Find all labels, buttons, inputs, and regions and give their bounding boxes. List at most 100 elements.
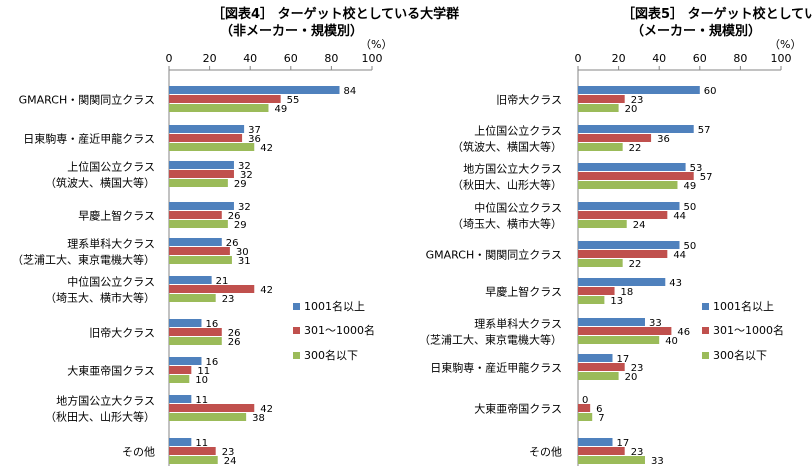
- data-label: 32: [238, 161, 251, 172]
- data-label: 23: [631, 447, 644, 458]
- x-tick-label: 20: [203, 52, 217, 65]
- x-tick-label: 60: [284, 52, 298, 65]
- data-label: 42: [260, 404, 273, 415]
- legend-swatch: [702, 352, 709, 359]
- data-label: 21: [216, 276, 229, 287]
- bar-s1001: [578, 278, 666, 286]
- data-label: 50: [684, 202, 697, 213]
- data-label: 17: [617, 354, 630, 365]
- category-label: （筑波大、横国大等）: [45, 176, 155, 190]
- bar-s301: [578, 95, 625, 103]
- x-tick-label: 80: [733, 52, 747, 65]
- chart-4: ［図表4］ ターゲット校としている大学群（非メーカー・規模別）（%） 0 20 40 6…: [12, 6, 459, 467]
- bar-s1001: [169, 86, 340, 94]
- axis-unit: （%）: [769, 38, 801, 51]
- category-label: 理系単科大クラス: [474, 317, 562, 331]
- bar-s1001: [169, 438, 192, 446]
- data-label: 50: [684, 241, 697, 252]
- bar-s300: [169, 413, 247, 421]
- bar-s300: [578, 220, 627, 228]
- legend-label: 301～1000名: [304, 323, 375, 337]
- bar-s300: [578, 413, 593, 421]
- legend-swatch: [702, 303, 709, 310]
- legend-swatch: [293, 352, 300, 359]
- data-label: 43: [669, 278, 682, 289]
- data-label: 20: [625, 104, 638, 115]
- category-label: 上位国公立クラス: [67, 160, 155, 174]
- bar-s300: [578, 143, 623, 151]
- data-label: 6: [596, 404, 602, 415]
- bar-s300: [169, 143, 255, 151]
- data-label: 22: [629, 259, 642, 270]
- data-label: 57: [700, 172, 713, 183]
- category-label: 早慶上智クラス: [78, 209, 155, 223]
- data-label: 30: [236, 247, 249, 258]
- bar-s301: [169, 211, 222, 219]
- data-label: 42: [260, 143, 273, 154]
- data-label: 24: [633, 220, 646, 231]
- legend-swatch: [293, 327, 300, 334]
- data-label: 31: [238, 256, 251, 267]
- category-label: 中位国公立クラス: [67, 275, 155, 289]
- bar-s301: [578, 404, 591, 412]
- category-label: 地方国公立大クラス: [56, 394, 155, 408]
- x-tick-label: 40: [243, 52, 257, 65]
- bar-s301: [169, 366, 192, 374]
- legend-label: 1001名以上: [713, 299, 774, 313]
- bar-s1001: [578, 202, 680, 210]
- category-label: 理系単科大クラス: [67, 237, 155, 251]
- data-label: 32: [238, 202, 251, 213]
- data-label: 38: [252, 413, 265, 424]
- data-label: 36: [657, 134, 670, 145]
- data-label: 40: [665, 336, 678, 347]
- category-label: 大東亜帝国クラス: [474, 402, 562, 416]
- data-label: 17: [617, 438, 630, 449]
- data-label: 36: [248, 134, 261, 145]
- category-label: 旧帝大クラス: [89, 326, 155, 340]
- data-label: 32: [240, 170, 253, 181]
- data-label: 13: [610, 296, 623, 307]
- bar-s1001: [169, 125, 245, 133]
- data-label: 49: [274, 104, 287, 115]
- bar-s301: [578, 172, 694, 180]
- bar-s301: [169, 404, 255, 412]
- legend-label: 300名以下: [304, 348, 358, 362]
- data-label: 18: [621, 287, 634, 298]
- bar-s300: [578, 181, 678, 189]
- x-tick-label: 60: [693, 52, 707, 65]
- data-label: 23: [631, 363, 644, 374]
- x-tick-label: 0: [166, 52, 173, 65]
- category-label: 日東駒専・産近甲龍クラス: [23, 132, 155, 146]
- data-label: 46: [677, 327, 690, 338]
- bar-s301: [578, 287, 615, 295]
- data-label: 29: [234, 179, 247, 190]
- data-label: 84: [344, 86, 357, 97]
- data-label: 29: [234, 220, 247, 231]
- data-label: 44: [673, 211, 686, 222]
- x-tick-label: 20: [612, 52, 626, 65]
- data-label: 42: [260, 285, 273, 296]
- x-tick-label: 80: [324, 52, 338, 65]
- category-label: 日東駒専・産近甲龍クラス: [430, 361, 562, 375]
- category-label: （秋田大、山形大等）: [45, 410, 155, 424]
- data-label: 24: [224, 456, 237, 467]
- category-label: （芝浦工大、東京電機大等）: [419, 333, 562, 347]
- bar-s1001: [169, 276, 212, 284]
- x-tick-label: 40: [652, 52, 666, 65]
- category-label: 地方国公立大クラス: [463, 162, 562, 176]
- bar-s301: [169, 95, 281, 103]
- bar-s301: [169, 285, 255, 293]
- data-label: 55: [287, 95, 300, 106]
- bar-s300: [578, 456, 645, 464]
- data-label: 22: [629, 143, 642, 154]
- bar-s1001: [578, 125, 694, 133]
- data-label: 11: [197, 366, 210, 377]
- chart-title: ［図表4］ ターゲット校としている大学群: [212, 6, 459, 22]
- data-label: 26: [228, 337, 241, 348]
- bar-s300: [169, 179, 228, 187]
- bar-s300: [578, 104, 619, 112]
- data-label: 57: [698, 125, 711, 136]
- bar-s300: [578, 296, 605, 304]
- category-label: 大東亜帝国クラス: [67, 364, 155, 378]
